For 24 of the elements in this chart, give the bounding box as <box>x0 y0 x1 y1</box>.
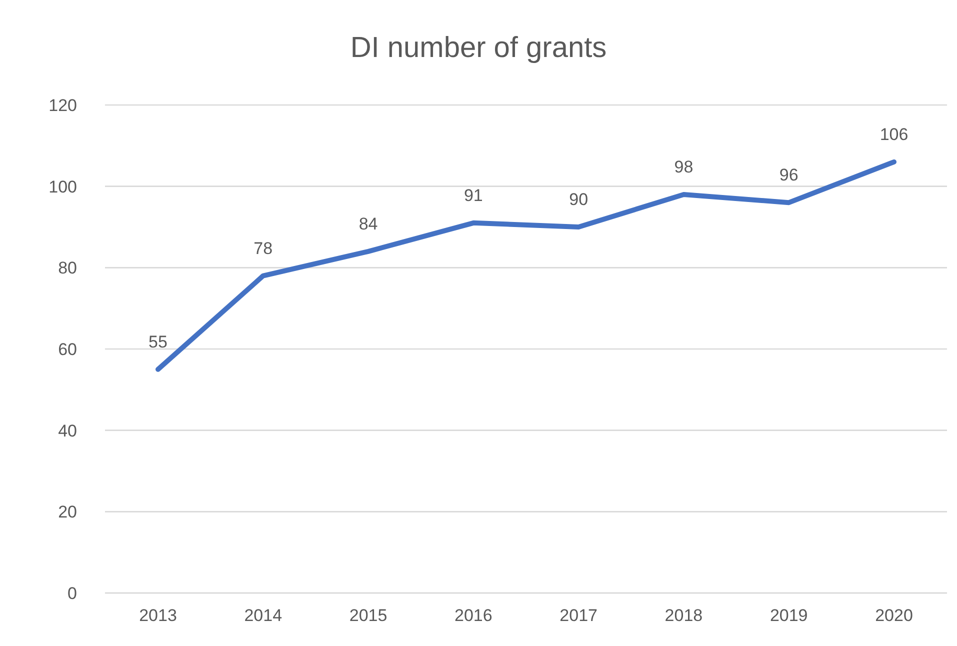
x-tick-label: 2013 <box>139 606 177 626</box>
x-tick-label: 2017 <box>560 606 598 626</box>
data-label: 90 <box>569 190 588 209</box>
data-label: 106 <box>880 124 908 144</box>
x-tick-label: 2020 <box>875 606 913 626</box>
x-tick-label: 2014 <box>244 606 282 626</box>
y-tick-label: 0 <box>68 584 77 604</box>
y-tick-label: 120 <box>48 96 77 116</box>
y-tick-label: 40 <box>58 421 77 440</box>
data-label: 98 <box>674 157 694 176</box>
data-label: 55 <box>148 332 168 352</box>
data-label: 78 <box>254 238 273 258</box>
y-tick-label: 60 <box>58 340 77 360</box>
data-label: 96 <box>779 166 798 185</box>
x-tick-label: 2016 <box>454 606 492 626</box>
x-tick-label: 2018 <box>664 606 703 626</box>
x-tick-label: 2015 <box>349 606 388 626</box>
y-tick-label: 100 <box>48 177 77 196</box>
chart-title: DI number of grants <box>349 31 608 66</box>
y-tick-label: 80 <box>58 258 77 278</box>
data-label: 84 <box>358 214 378 234</box>
y-tick-label: 20 <box>58 502 77 522</box>
x-tick-label: 2019 <box>770 606 808 626</box>
data-label: 91 <box>464 186 483 205</box>
